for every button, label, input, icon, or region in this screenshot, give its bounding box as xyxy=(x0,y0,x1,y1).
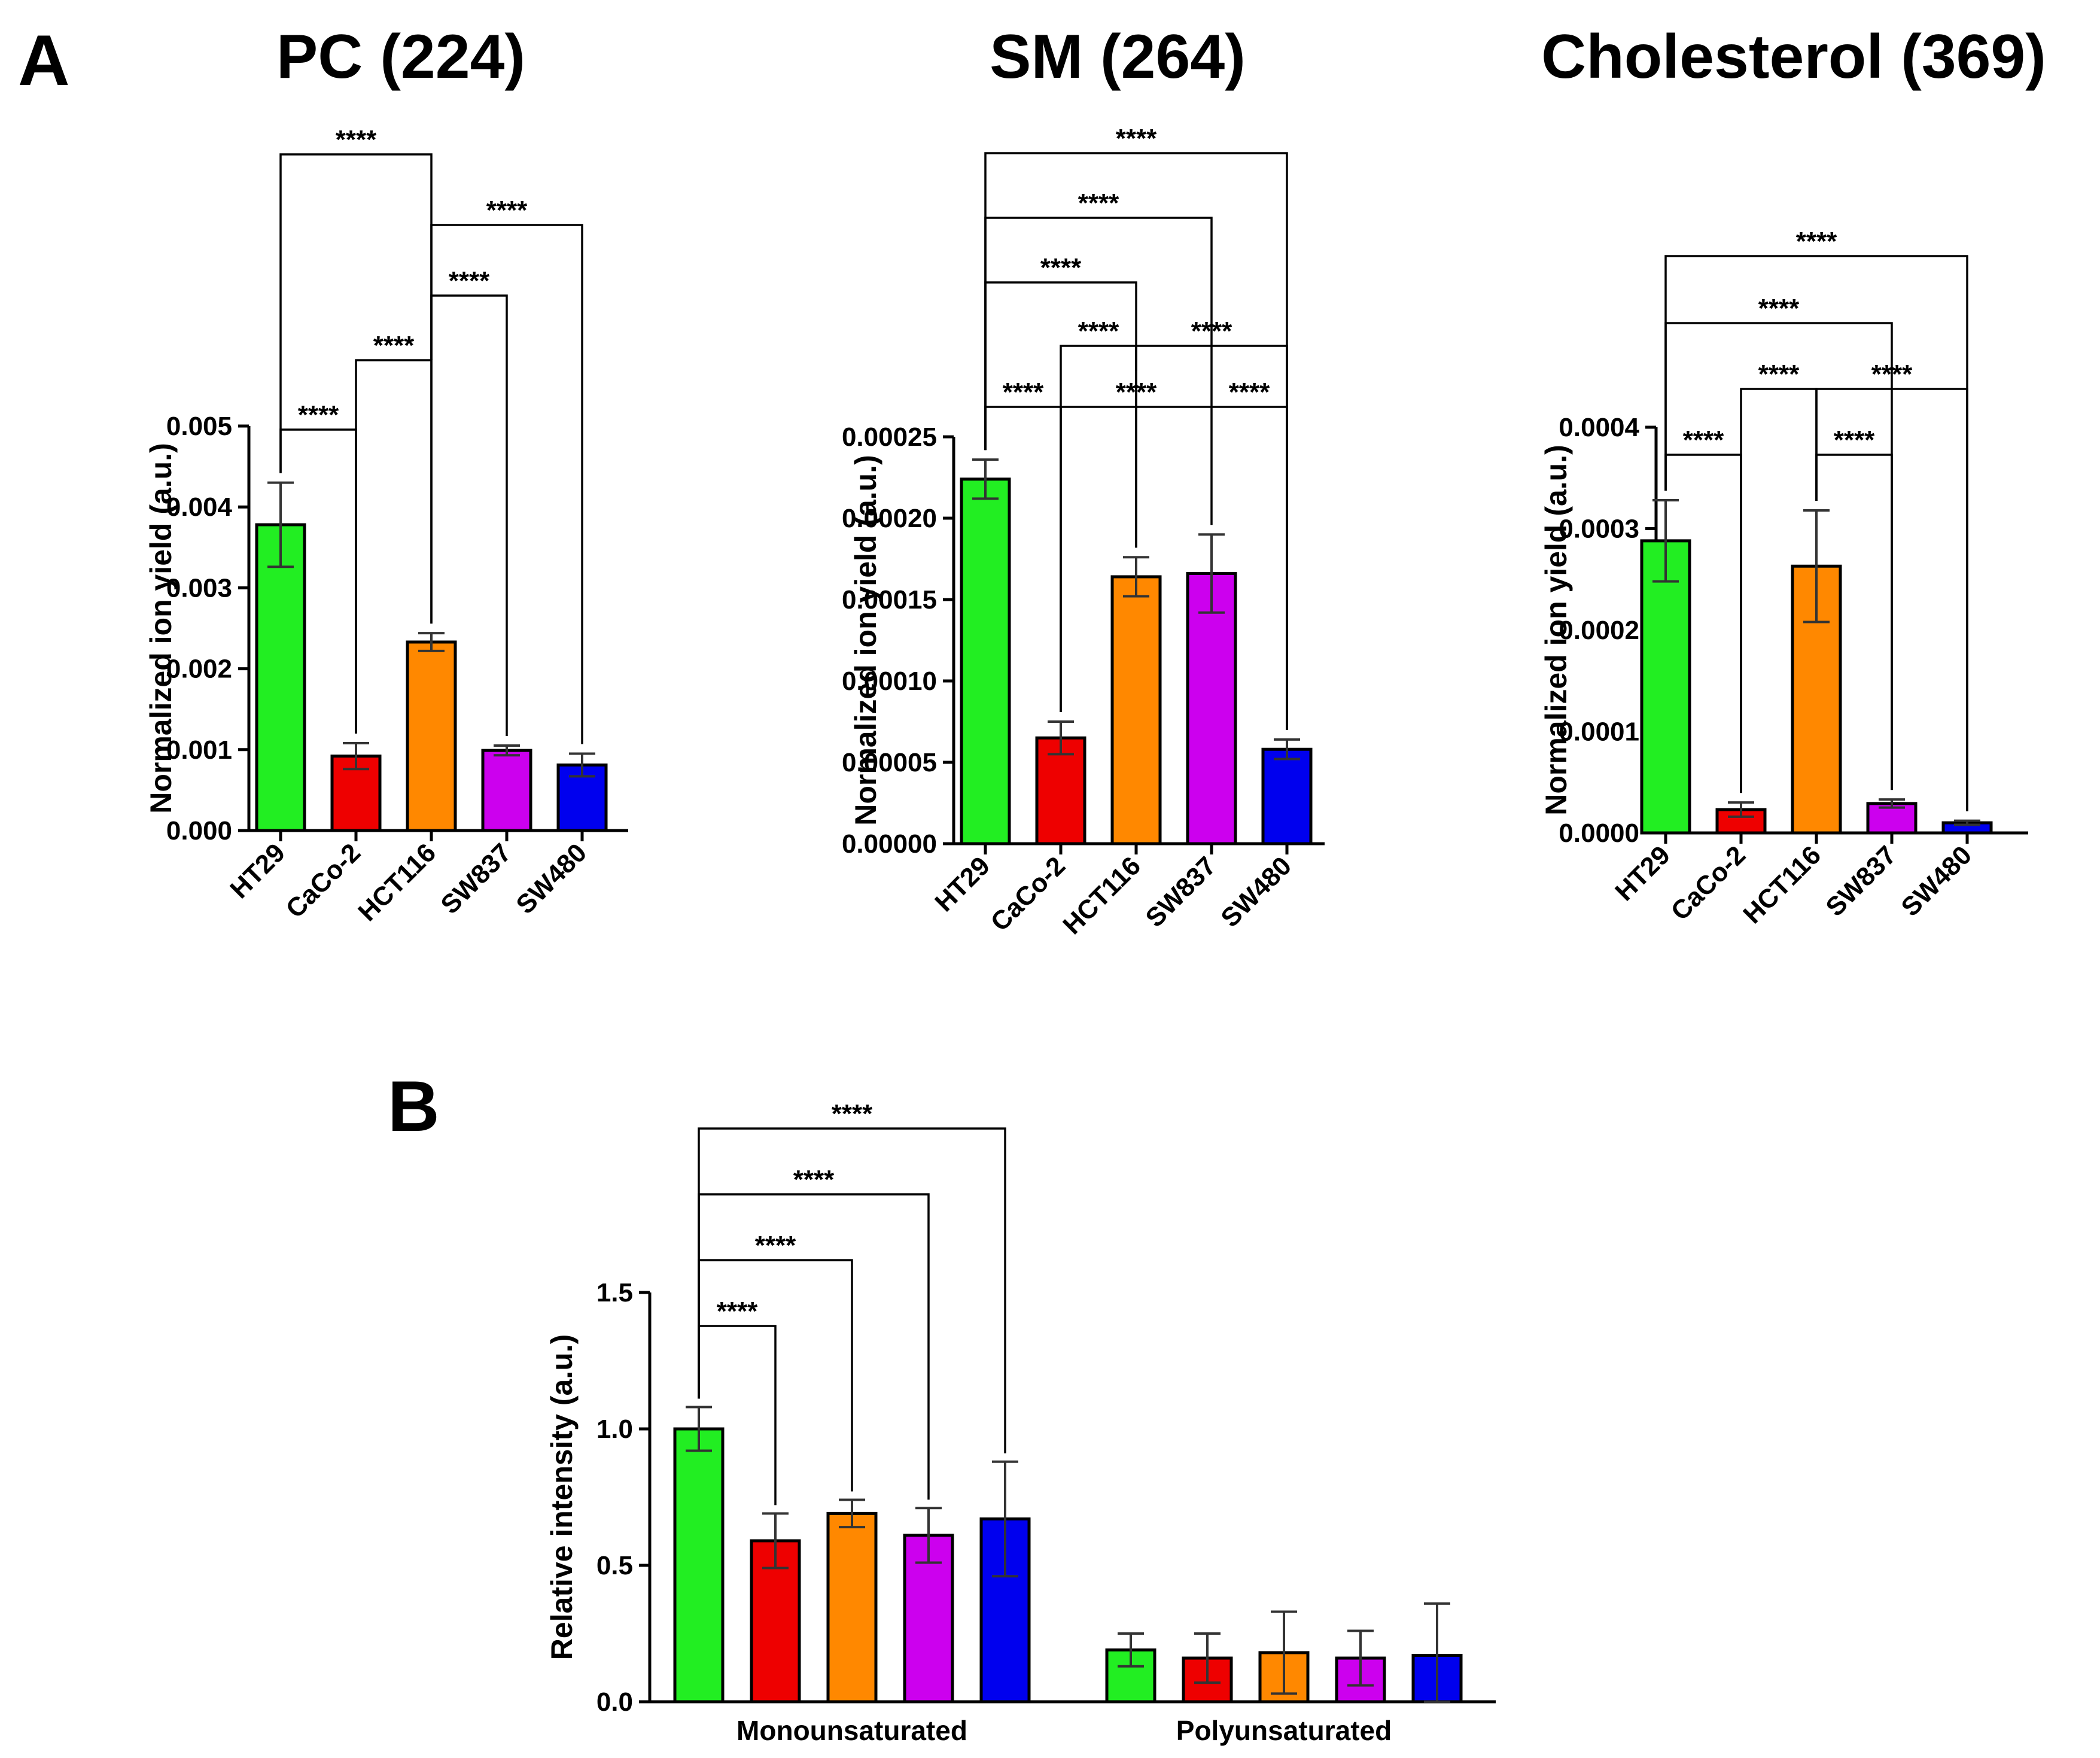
chart-title: Cholesterol (369) xyxy=(1541,22,2046,92)
significance-bracket xyxy=(984,217,1213,525)
category-label-ht29: HT29 xyxy=(929,851,996,917)
significance-bracket-label: **** xyxy=(1078,317,1119,346)
category-label-polyunsaturated: Polyunsaturated xyxy=(1176,1715,1392,1746)
bar-monounsaturated-hct116 xyxy=(826,1511,878,1704)
category-label-ht29: HT29 xyxy=(224,838,291,904)
category-label-ht29: HT29 xyxy=(1609,840,1676,907)
y-tick-label: 0.003 xyxy=(166,573,232,603)
significance-bracket-label: **** xyxy=(1834,425,1875,455)
significance-bracket-label: **** xyxy=(1003,378,1044,407)
category-label-caco-2: CaCo-2 xyxy=(281,838,367,924)
chart-sm: SM (264) 0.00000 0.00005 0.00010 0.00015 0.00… xyxy=(842,22,1325,940)
bar-sw837 xyxy=(481,749,532,832)
y-axis-label: Relative intensity (a.u.) xyxy=(545,1334,579,1660)
category-label-sw480: SW480 xyxy=(1215,851,1297,933)
significance-bracket-label: **** xyxy=(1116,124,1157,153)
significance-bracket-label: **** xyxy=(373,0,415,6)
y-axis-label: Normalized ion yield (a.u.) xyxy=(144,443,178,814)
significance-bracket-label: **** xyxy=(1758,294,1800,323)
y-tick-label: 0.0 xyxy=(596,1687,633,1717)
significance-bracket-label: **** xyxy=(373,331,415,360)
bar-ht29 xyxy=(1640,539,1691,835)
chart-cholesterol: Cholesterol (369) 0.0000 0.0001 0.0002 0.000… xyxy=(1539,22,2046,929)
significance-bracket-label: **** xyxy=(411,0,452,6)
bar-monounsaturated-ht29 xyxy=(673,1427,725,1704)
significance-bracket-label: **** xyxy=(336,125,377,154)
significance-bracket-label: **** xyxy=(832,1099,873,1129)
y-tick-label: 0.00020 xyxy=(842,504,937,533)
y-tick-label: 0.005 xyxy=(166,412,232,441)
category-label-monounsaturated: Monounsaturated xyxy=(736,1715,967,1746)
bar-sw480 xyxy=(1261,747,1313,845)
significance-bracket-label: **** xyxy=(1796,227,1837,256)
significance-bracket xyxy=(1664,322,1893,790)
category-label-caco-2: CaCo-2 xyxy=(1666,840,1752,926)
bar-caco-2 xyxy=(1035,736,1086,845)
bar-hct116 xyxy=(406,640,457,832)
significance-bracket-label: **** xyxy=(793,1165,835,1194)
significance-bracket-label: **** xyxy=(755,1231,796,1260)
significance-bracket-label: **** xyxy=(449,266,490,296)
chart-pc: PC (224) 0.000 0.001 0.002 0.003 0.004 0.005No… xyxy=(144,0,628,927)
y-tick-label: 0.00015 xyxy=(842,585,937,615)
panel-label-b: B xyxy=(388,1066,440,1146)
chart-title: SM (264) xyxy=(990,22,1246,92)
y-tick-label: 0.00025 xyxy=(842,422,937,452)
chart-title: PC (224) xyxy=(276,22,525,92)
significance-bracket-label: **** xyxy=(1758,360,1800,389)
y-tick-label: 0.5 xyxy=(596,1551,633,1580)
significance-bracket xyxy=(698,1127,1006,1453)
y-tick-label: 0.00000 xyxy=(842,829,937,859)
panel-label-a: A xyxy=(18,20,70,101)
bar-ht29 xyxy=(255,523,306,832)
y-tick-label: 1.0 xyxy=(596,1415,633,1444)
significance-bracket-label: **** xyxy=(1078,188,1119,218)
y-axis-label: Normalized ion yield (a.u.) xyxy=(849,455,882,826)
y-tick-label: 0.004 xyxy=(166,492,233,522)
y-tick-label: 1.5 xyxy=(596,1278,633,1307)
y-tick-label: 0.0001 xyxy=(1559,717,1639,747)
category-label-hct116: HCT116 xyxy=(1057,851,1146,940)
significance-bracket-label: **** xyxy=(1683,425,1724,455)
y-tick-label: 0.0004 xyxy=(1559,413,1639,442)
category-label-sw837: SW837 xyxy=(1820,840,1902,922)
bar-ht29 xyxy=(960,477,1011,845)
significance-bracket-label: **** xyxy=(1040,253,1082,282)
y-tick-label: 0.001 xyxy=(166,735,232,765)
category-label-hct116: HCT116 xyxy=(1737,840,1827,929)
y-tick-label: 0.00005 xyxy=(842,748,937,777)
significance-bracket-label: **** xyxy=(486,196,528,225)
category-label-sw837: SW837 xyxy=(435,838,517,920)
y-tick-label: 0.0000 xyxy=(1559,819,1639,848)
category-label-sw480: SW480 xyxy=(1895,840,1977,922)
y-tick-label: 0.002 xyxy=(166,655,232,684)
y-axis-label: Normalized ion yield (a.u.) xyxy=(1539,445,1573,816)
y-tick-label: 0.00010 xyxy=(842,667,937,696)
y-tick-label: 0.0002 xyxy=(1559,616,1639,645)
chart-fatty-acids: 0.0 0.5 1.0 1.5 Relative intensity (a.u.) Mon… xyxy=(545,1099,1496,1746)
significance-bracket-label: **** xyxy=(298,400,339,430)
significance-bracket xyxy=(984,152,1288,730)
bar-sw837 xyxy=(1186,571,1237,845)
significance-bracket xyxy=(698,1193,930,1500)
bar-hct116 xyxy=(1110,575,1162,845)
significance-bracket xyxy=(1664,255,1968,811)
category-label-caco-2: CaCo-2 xyxy=(985,851,1072,937)
y-tick-label: 0.0003 xyxy=(1559,515,1639,544)
significance-bracket-label: **** xyxy=(1229,378,1270,407)
significance-bracket xyxy=(279,153,433,624)
y-tick-label: 0.000 xyxy=(166,816,232,845)
category-label-sw837: SW837 xyxy=(1140,851,1222,933)
significance-bracket-label: **** xyxy=(717,1297,758,1326)
category-label-sw480: SW480 xyxy=(510,838,592,920)
category-label-hct116: HCT116 xyxy=(352,838,442,927)
